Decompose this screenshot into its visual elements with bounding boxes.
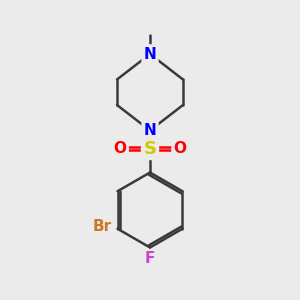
Text: Br: Br <box>93 219 112 234</box>
Text: N: N <box>144 123 156 138</box>
Text: S: S <box>143 140 157 158</box>
Text: O: O <box>173 141 187 156</box>
Text: F: F <box>145 251 155 266</box>
Text: N: N <box>144 46 156 62</box>
Text: O: O <box>113 141 127 156</box>
